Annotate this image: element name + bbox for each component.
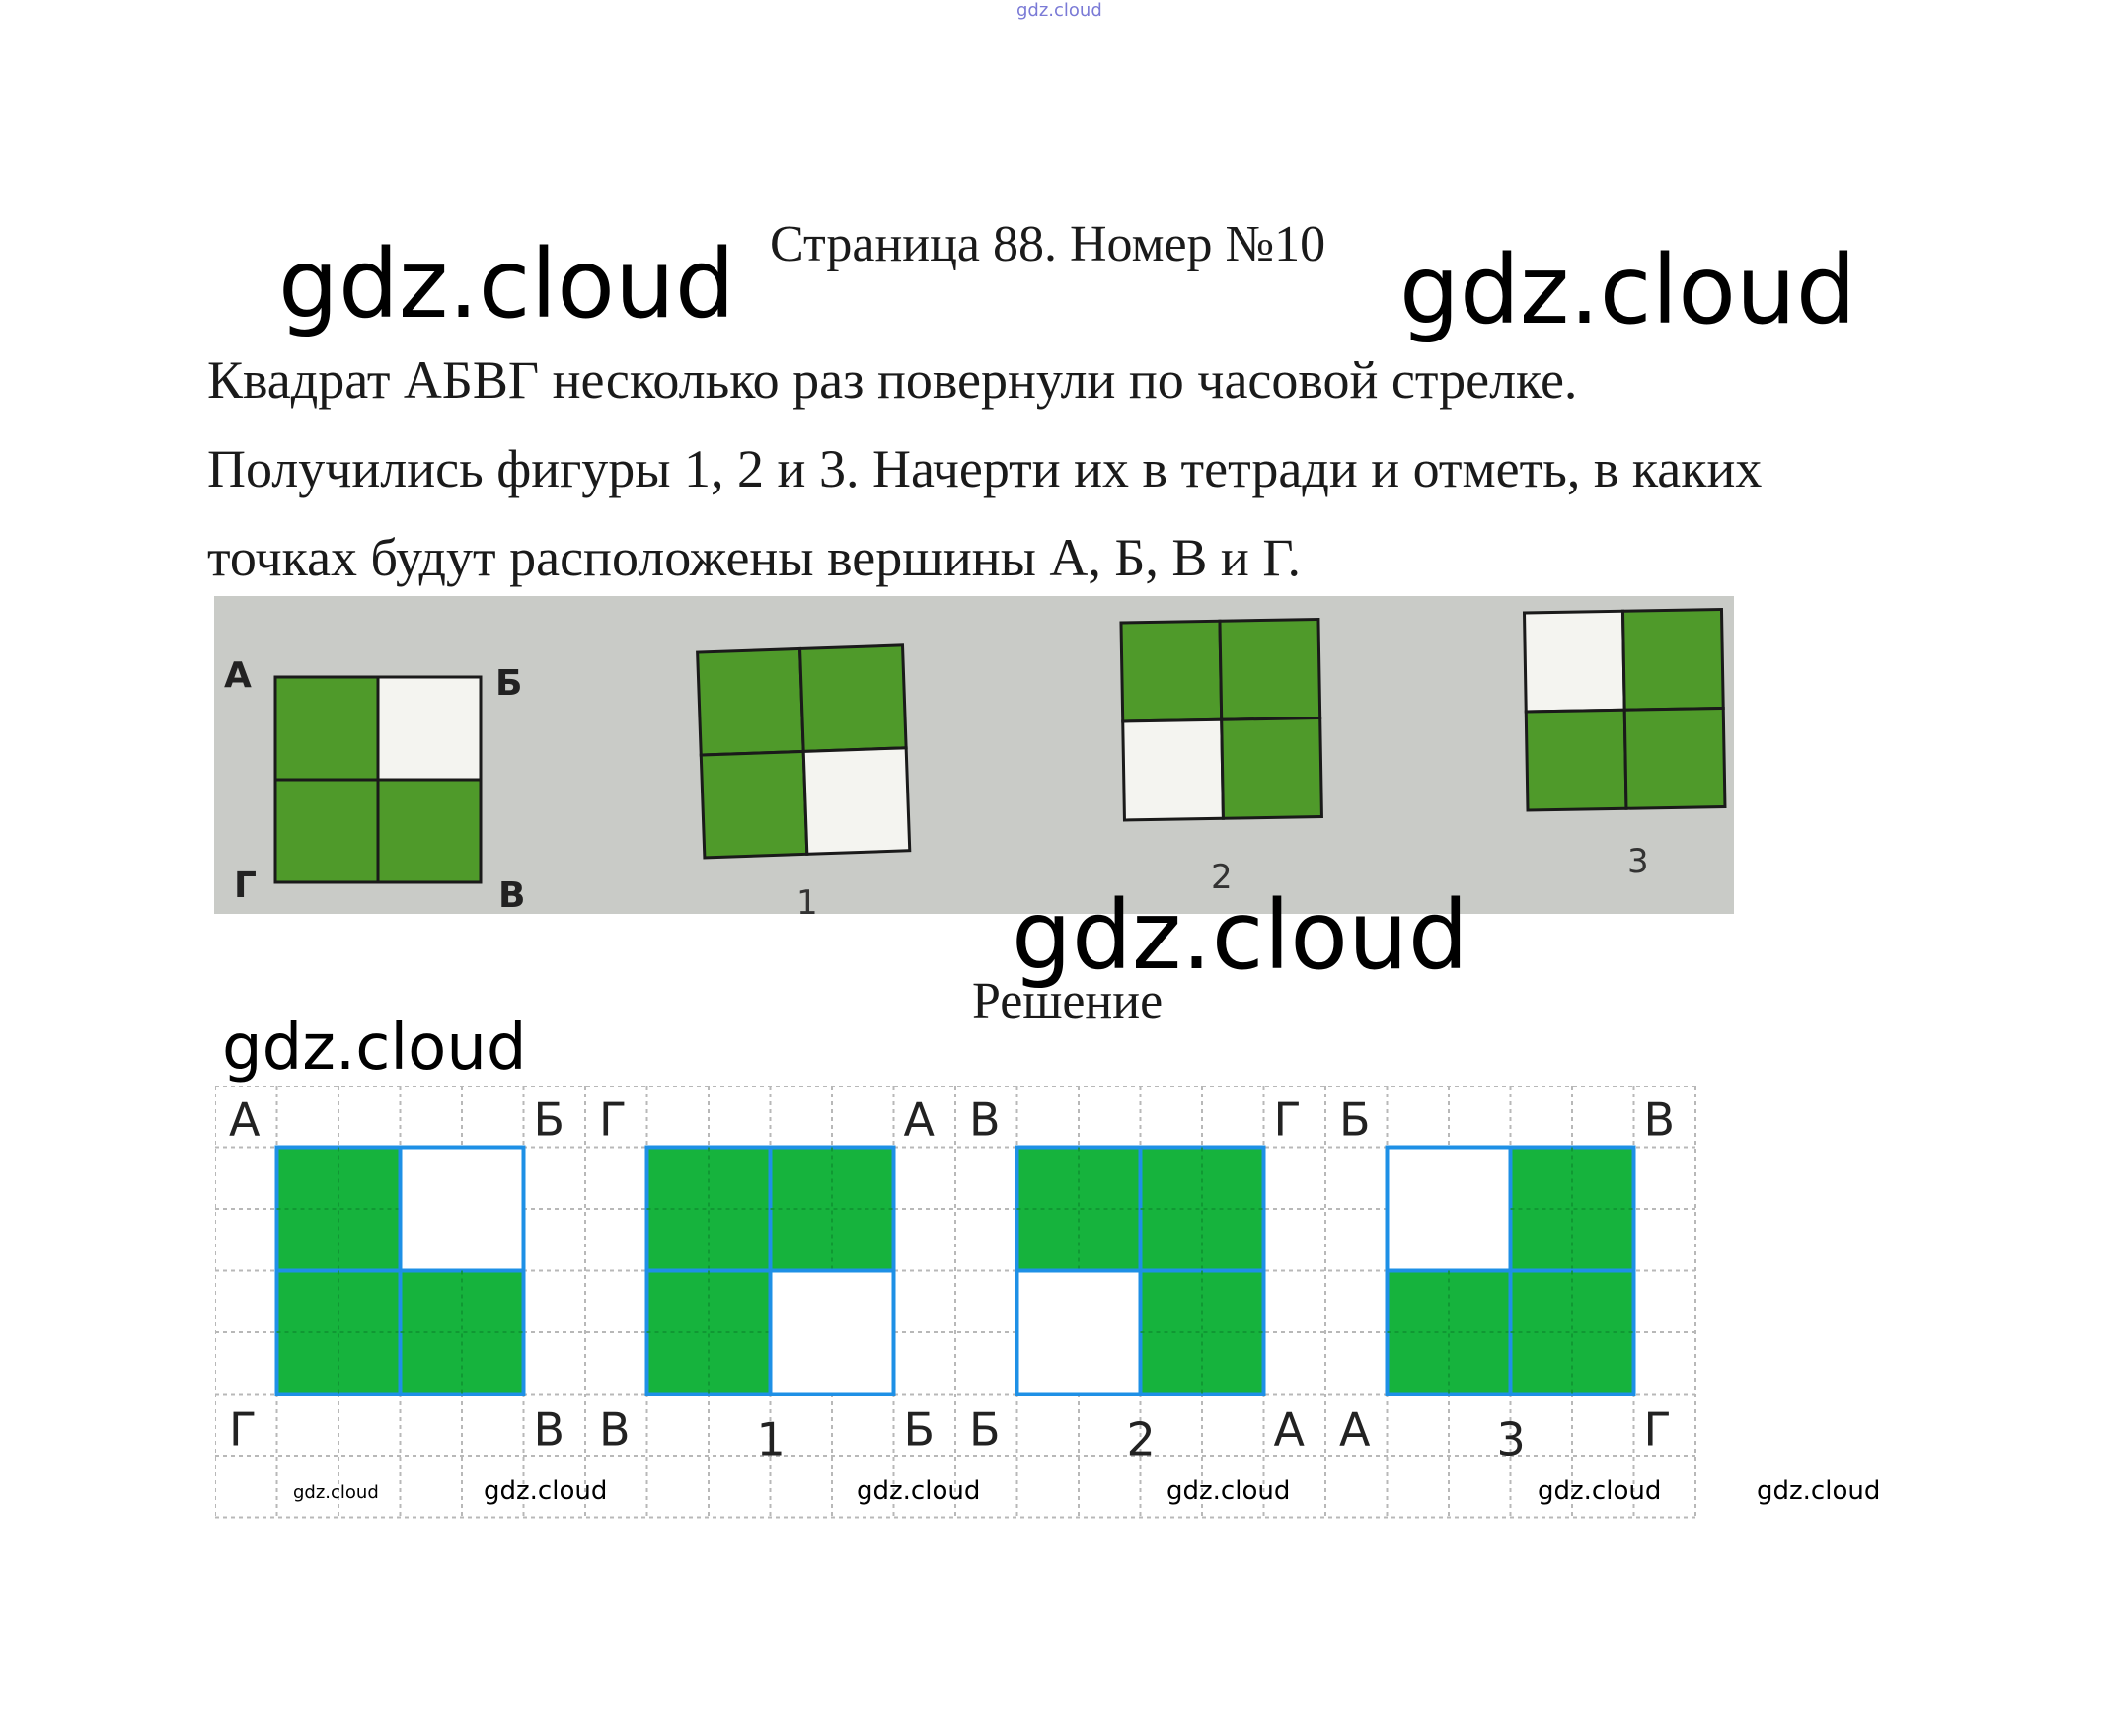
photo-figure-2: [1119, 618, 1323, 822]
photo-label-v: В: [498, 875, 525, 914]
task-line-3: точках будут расположены вершины А, Б, В…: [207, 528, 1301, 587]
corner-label-tr: Г: [1274, 1094, 1302, 1147]
corner-label-tr: А: [904, 1094, 936, 1147]
empty-quadrant: [1015, 1268, 1143, 1396]
watermark-solution: gdz.cloud: [222, 1012, 527, 1085]
corner-label-br: А: [1274, 1403, 1306, 1457]
empty-quadrant: [768, 1268, 896, 1396]
corner-label-br: Г: [1644, 1403, 1672, 1457]
watermark-left: gdz.cloud: [278, 229, 735, 340]
corner-label-br: В: [534, 1403, 565, 1457]
corner-label-tl: Б: [1339, 1094, 1371, 1147]
photo-figure-3-number: 3: [1627, 842, 1649, 881]
solution-figure-4: Б В А Г 3: [1339, 1094, 1675, 1467]
solution-figure-3: В Г Б А 2: [969, 1094, 1306, 1467]
watermark-footer-3: gdz.cloud: [857, 1476, 981, 1506]
textbook-photo: А Б Г В 1 2 3: [214, 596, 1734, 923]
corner-label-bl: А: [1339, 1403, 1371, 1457]
page-title: Страница 88. Номер №10: [770, 216, 1326, 272]
corner-label-bl: В: [599, 1403, 631, 1457]
source-square: [273, 675, 483, 884]
task-text: Квадрат АБВГ несколько раз повернули по …: [207, 336, 1964, 602]
solution-figure-2: Г А В Б 1: [599, 1094, 936, 1467]
photo-label-g: Г: [234, 866, 257, 906]
corner-label-tl: А: [229, 1094, 261, 1147]
watermark-center: gdz.cloud: [1012, 880, 1468, 991]
figure-number: 2: [1127, 1413, 1156, 1467]
photo-label-a: А: [224, 655, 252, 696]
photo-figure-2-number: 2: [1211, 858, 1233, 897]
empty-quadrant: [1385, 1145, 1513, 1273]
photo-figure-1: [696, 643, 912, 860]
watermark-footer-1: gdz.cloud: [293, 1482, 379, 1503]
watermark-top: gdz.cloud: [1016, 0, 1102, 21]
solution-figures: А БГ ВГ АВ Б1В ГБ А2Б ВА Г3: [229, 1094, 1675, 1467]
textbook-figures: А Б Г В 1 2 3: [224, 608, 1727, 923]
corner-label-tl: Г: [599, 1094, 627, 1147]
corner-label-tl: В: [969, 1094, 1001, 1147]
solution-drawing: А БГ ВГ АВ Б1В ГБ А2Б ВА Г3: [215, 1086, 1696, 1519]
figure-number: 1: [757, 1413, 786, 1467]
task-line-1: Квадрат АБВГ несколько раз повернули по …: [207, 350, 1578, 410]
watermark-footer-5: gdz.cloud: [1538, 1476, 1662, 1506]
solution-figure-1: А Б Г В: [229, 1094, 564, 1457]
photo-figure-3: [1522, 608, 1727, 812]
watermark-footer-6: gdz.cloud: [1757, 1476, 1881, 1506]
empty-quadrant: [398, 1145, 526, 1273]
photo-label-b: Б: [495, 663, 522, 704]
watermark-footer-4: gdz.cloud: [1166, 1476, 1291, 1506]
corner-label-tr: В: [1644, 1094, 1676, 1147]
corner-label-bl: Г: [229, 1403, 257, 1457]
solution-heading: Решение: [972, 973, 1164, 1029]
corner-label-tr: Б: [534, 1094, 565, 1147]
watermark-footer-2: gdz.cloud: [484, 1476, 608, 1506]
figure-number: 3: [1497, 1413, 1526, 1467]
photo-figure-1-number: 1: [796, 883, 818, 914]
watermark-right: gdz.cloud: [1399, 235, 1856, 345]
corner-label-br: Б: [904, 1403, 936, 1457]
task-line-2: Получились фигуры 1, 2 и 3. Начерти их в…: [207, 439, 1763, 498]
corner-label-bl: Б: [969, 1403, 1001, 1457]
